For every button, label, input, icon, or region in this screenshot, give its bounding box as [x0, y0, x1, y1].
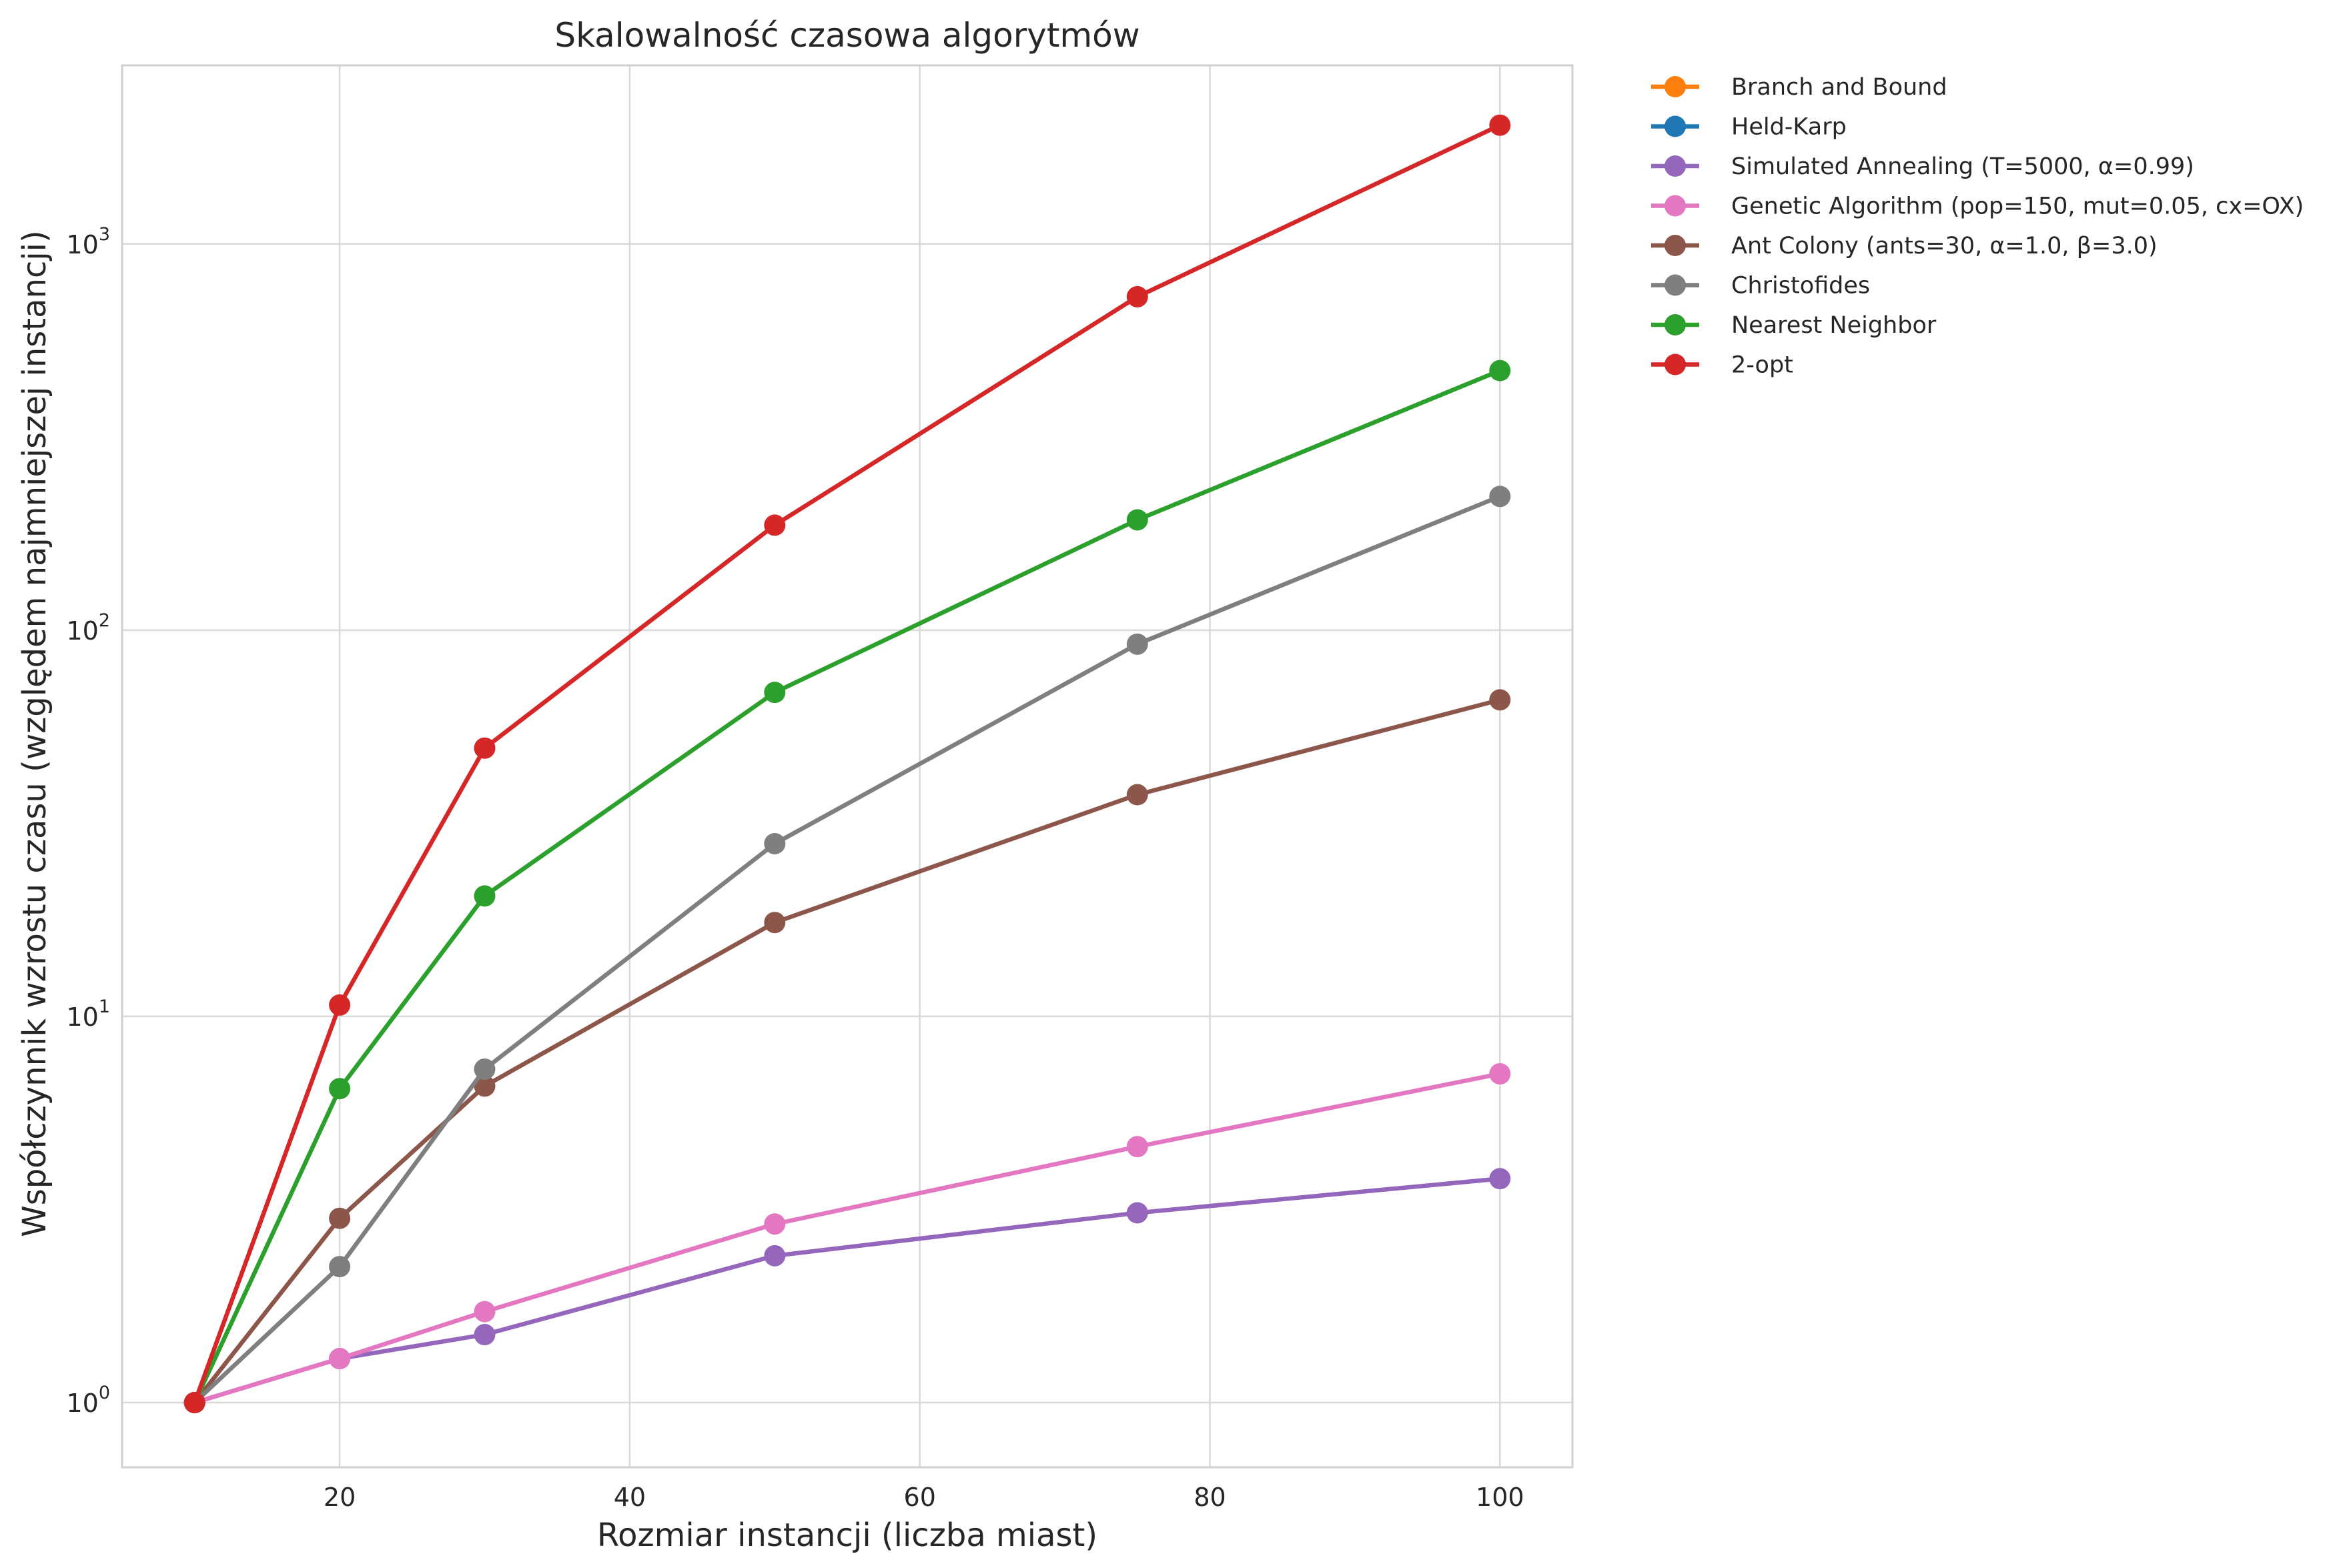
legend-marker — [1665, 195, 1686, 217]
y-axis-label: Współczynnik wzrostu czasu (względem naj… — [16, 230, 53, 1237]
legend-marker — [1665, 115, 1686, 137]
data-point — [329, 1348, 351, 1370]
data-point — [764, 514, 786, 536]
legend-label: Ant Colony (ants=30, α=1.0, β=3.0) — [1731, 233, 2158, 259]
data-point — [1489, 359, 1511, 381]
legend-marker — [1665, 353, 1686, 375]
data-point — [329, 994, 351, 1016]
legend-item: Simulated Annealing (T=5000, α=0.99) — [1651, 153, 2194, 180]
data-point — [474, 1324, 496, 1346]
series-line — [192, 698, 1502, 1405]
legend: Branch and Bound Held-Karp Simulated Annea… — [1651, 74, 2304, 379]
legend-marker — [1665, 155, 1686, 177]
x-tick-label: 100 — [1476, 1483, 1524, 1512]
data-point — [474, 1301, 496, 1323]
legend-item: 2-opt — [1651, 352, 1793, 379]
series-line — [192, 1071, 1502, 1405]
data-point — [1126, 1136, 1148, 1158]
data-point — [764, 832, 786, 854]
legend-label: Simulated Annealing (T=5000, α=0.99) — [1731, 153, 2194, 180]
series-line — [192, 494, 1502, 1405]
data-point — [764, 1213, 786, 1235]
data-point — [1489, 1063, 1511, 1085]
data-point — [329, 1078, 351, 1100]
y-tick-label: 101 — [66, 996, 110, 1032]
legend-label: Nearest Neighbor — [1731, 312, 1937, 339]
legend-label: Branch and Bound — [1731, 74, 1947, 101]
data-point — [183, 1392, 205, 1414]
legend-marker — [1665, 235, 1686, 256]
y-tick-label: 103 — [66, 224, 110, 259]
legend-marker — [1665, 314, 1686, 335]
legend-marker — [1665, 274, 1686, 296]
legend-label: Genetic Algorithm (pop=150, mut=0.05, cx… — [1731, 193, 2304, 220]
legend-label: Held-Karp — [1731, 114, 1847, 141]
data-point — [1489, 486, 1511, 508]
series-line — [192, 368, 1502, 1405]
plot-frame — [121, 64, 1574, 1469]
data-point — [1126, 784, 1148, 806]
data-point — [474, 885, 496, 907]
chart-title: Skalowalność czasowa algorytmów — [554, 16, 1139, 55]
legend-item: Christofides — [1651, 273, 1870, 299]
data-point — [1126, 285, 1148, 307]
data-point — [1489, 689, 1511, 711]
x-axis-label: Rozmiar instancji (liczba miast) — [597, 1517, 1097, 1554]
series-line — [192, 123, 1502, 1405]
data-point — [1126, 633, 1148, 655]
series-5 — [183, 486, 1511, 1414]
legend-item: Ant Colony (ants=30, α=1.0, β=3.0) — [1651, 233, 2158, 259]
x-tick-label: 40 — [614, 1483, 646, 1512]
legend-label: Christofides — [1731, 273, 1870, 299]
legend-item: Genetic Algorithm (pop=150, mut=0.05, cx… — [1651, 193, 2304, 220]
data-point — [764, 1245, 786, 1267]
series-7 — [183, 114, 1511, 1414]
data-point — [329, 1256, 351, 1278]
data-point — [474, 737, 496, 759]
data-point — [1489, 1168, 1511, 1190]
x-tick-label: 80 — [1194, 1483, 1226, 1512]
data-point — [764, 912, 786, 934]
data-point — [329, 1207, 351, 1229]
data-point — [474, 1058, 496, 1080]
data-point — [1126, 1202, 1148, 1224]
x-tick-label: 60 — [904, 1483, 936, 1512]
legend-item: Held-Karp — [1651, 114, 1847, 141]
legend-item: Nearest Neighbor — [1651, 312, 1937, 339]
x-tick-label: 20 — [324, 1483, 356, 1512]
data-point — [1126, 509, 1148, 531]
y-tick-label: 102 — [66, 610, 110, 646]
data-point — [474, 1075, 496, 1097]
data-point — [764, 682, 786, 704]
data-point — [1489, 114, 1511, 136]
legend-label: 2-opt — [1731, 352, 1793, 379]
legend-marker — [1665, 76, 1686, 97]
y-tick-label: 100 — [66, 1383, 110, 1418]
series-4 — [183, 689, 1511, 1414]
series-3 — [183, 1063, 1511, 1414]
legend-item: Branch and Bound — [1651, 74, 1947, 101]
